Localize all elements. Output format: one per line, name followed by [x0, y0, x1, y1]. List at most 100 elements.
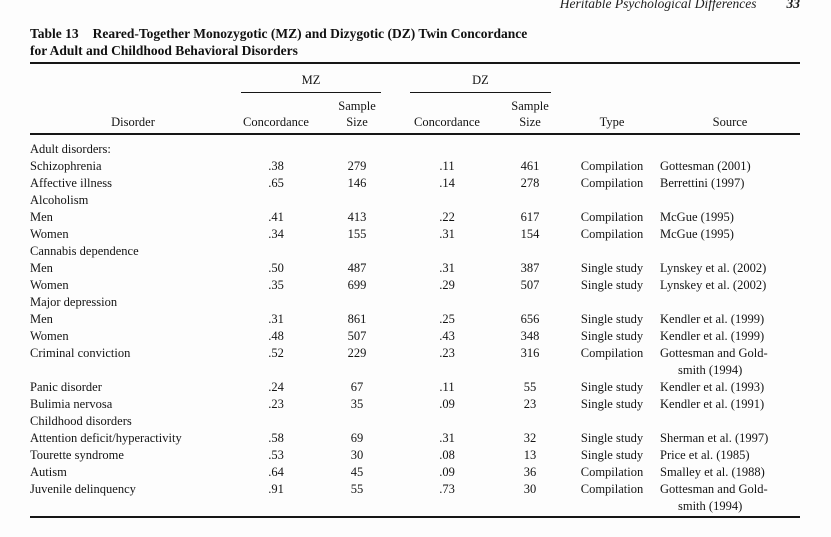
cell-disorder: Women [30, 329, 69, 343]
cell-dz-concordance: .22 [439, 210, 455, 224]
table-row: Men .31 861 .25 656 Single study Kendler et al… [30, 311, 800, 328]
cell-source [660, 413, 800, 430]
cell-disorder: Alcoholism [30, 193, 89, 207]
cell-type: Compilation [580, 227, 644, 241]
cell-dz-sample-size: 656 [520, 312, 540, 326]
cell-type: Single study [580, 380, 644, 394]
table-body: Adult disorders: Schizophrenia .38 279 .11 46… [30, 141, 800, 515]
cell-disorder: Criminal conviction [30, 346, 131, 360]
cell-dz-concordance [398, 192, 496, 209]
cell-mz-sample-size [316, 192, 398, 209]
cell-source: Gottesman (2001) [660, 159, 751, 173]
cell-type: Single study [580, 278, 644, 292]
cell-type: Single study [580, 448, 644, 462]
cell-disorder: Bulimia nervosa [30, 397, 113, 411]
cell-dz-sample-size: 36 [523, 465, 537, 479]
cell-dz-concordance [398, 141, 496, 158]
cell-source: Gottesman and Gold-smith (1994) [660, 345, 800, 379]
cell-source: Lynskey et al. (2002) [660, 278, 767, 292]
cell-mz-sample-size: 55 [350, 482, 364, 496]
table-row: Women .48 507 .43 348 Single study Kendler et … [30, 328, 800, 345]
table-row: Autism .64 45 .09 36 Compilation Smalley et al… [30, 464, 800, 481]
cell-mz-concordance [236, 192, 316, 209]
cell-type [564, 413, 660, 430]
cell-dz-concordance: .31 [439, 227, 455, 241]
cell-dz-sample-size: 30 [523, 482, 537, 496]
cell-source: Smalley et al. (1988) [660, 465, 765, 479]
cell-source: Kendler et al. (1991) [660, 397, 765, 411]
table-row: Childhood disorders [30, 413, 800, 430]
column-header-type: Type [599, 115, 625, 129]
cell-mz-concordance: .31 [268, 312, 284, 326]
cell-dz-concordance: .31 [439, 431, 455, 445]
cell-disorder: Men [30, 261, 53, 275]
table-row: Attention deficit/hyperactivity .58 69 .31 3… [30, 430, 800, 447]
cell-disorder: Adult disorders: [30, 142, 111, 156]
cell-mz-concordance: .91 [268, 482, 284, 496]
cell-mz-sample-size [316, 413, 398, 430]
table-caption-label: Table 13 [30, 26, 79, 41]
cell-mz-sample-size: 45 [350, 465, 364, 479]
cell-mz-concordance: .38 [268, 159, 284, 173]
cell-mz-sample-size [316, 294, 398, 311]
table-bottom-rule [30, 516, 800, 518]
table-row: Bulimia nervosa .23 35 .09 23 Single study Ken… [30, 396, 800, 413]
table-row: Alcoholism [30, 192, 800, 209]
cell-mz-sample-size: 67 [350, 380, 364, 394]
table-row: Cannabis dependence [30, 243, 800, 260]
running-head-title: Heritable Psychological Differences [559, 0, 757, 11]
cell-dz-concordance: .43 [439, 329, 455, 343]
cell-dz-concordance: .29 [439, 278, 455, 292]
cell-source-line2: smith (1994) [678, 363, 743, 377]
table-row: Women .34 155 .31 154 Compilation McGue (1995) [30, 226, 800, 243]
table-caption-line1: Table 13 Reared-Together Monozygotic (MZ)… [30, 25, 670, 42]
cell-mz-concordance: .65 [268, 176, 284, 190]
cell-disorder: Major depression [30, 295, 118, 309]
column-header-mz-concordance: Concordance [243, 115, 309, 129]
column-header-disorder: Disorder [111, 115, 155, 129]
cell-dz-sample-size [496, 294, 564, 311]
cell-mz-sample-size: 69 [350, 431, 364, 445]
cell-dz-sample-size: 387 [520, 261, 540, 275]
concordance-table: MZ DZ Disorder Concordance Sample Size C… [30, 62, 800, 522]
cell-disorder: Autism [30, 465, 67, 479]
table-row: Criminal conviction .52 229 .23 316 Compilati… [30, 345, 800, 379]
cell-disorder: Cannabis dependence [30, 244, 139, 258]
cell-type [564, 294, 660, 311]
table-row: Women .35 699 .29 507 Single study Lynskey et … [30, 277, 800, 294]
cell-mz-concordance: .52 [268, 346, 284, 360]
cell-disorder: Juvenile delinquency [30, 482, 136, 496]
table-row: Juvenile delinquency .91 55 .73 30 Compilatio… [30, 481, 800, 515]
cell-source: Kendler et al. (1999) [660, 329, 765, 343]
column-header-dz-sample-line2: Size [519, 115, 541, 129]
page-number: 33 [786, 0, 801, 11]
cell-dz-concordance: .23 [439, 346, 455, 360]
cell-type: Compilation [580, 482, 644, 496]
cell-mz-concordance: .58 [268, 431, 284, 445]
group-header-dz-rule [410, 92, 551, 93]
cell-type [564, 141, 660, 158]
cell-dz-concordance: .25 [439, 312, 455, 326]
cell-dz-concordance: .31 [439, 261, 455, 275]
cell-dz-concordance: .08 [439, 448, 455, 462]
cell-dz-concordance: .09 [439, 465, 455, 479]
cell-source: Kendler et al. (1999) [660, 312, 765, 326]
cell-mz-sample-size: 413 [347, 210, 367, 224]
cell-type: Single study [580, 312, 644, 326]
cell-mz-sample-size: 30 [350, 448, 364, 462]
table-row: Tourette syndrome .53 30 .08 13 Single study P… [30, 447, 800, 464]
cell-disorder: Panic disorder [30, 380, 102, 394]
cell-dz-sample-size: 617 [520, 210, 540, 224]
column-header-mz-sample-line2: Size [346, 115, 368, 129]
cell-mz-sample-size: 229 [347, 346, 367, 360]
cell-dz-sample-size [496, 192, 564, 209]
cell-source [660, 192, 800, 209]
cell-type: Compilation [580, 346, 644, 360]
cell-disorder: Men [30, 312, 53, 326]
cell-source [660, 141, 800, 158]
cell-dz-concordance: .11 [439, 380, 455, 394]
table-caption: Table 13 Reared-Together Monozygotic (MZ)… [30, 25, 670, 59]
cell-type: Single study [580, 261, 644, 275]
cell-mz-concordance: .64 [268, 465, 284, 479]
cell-dz-sample-size: 32 [523, 431, 537, 445]
